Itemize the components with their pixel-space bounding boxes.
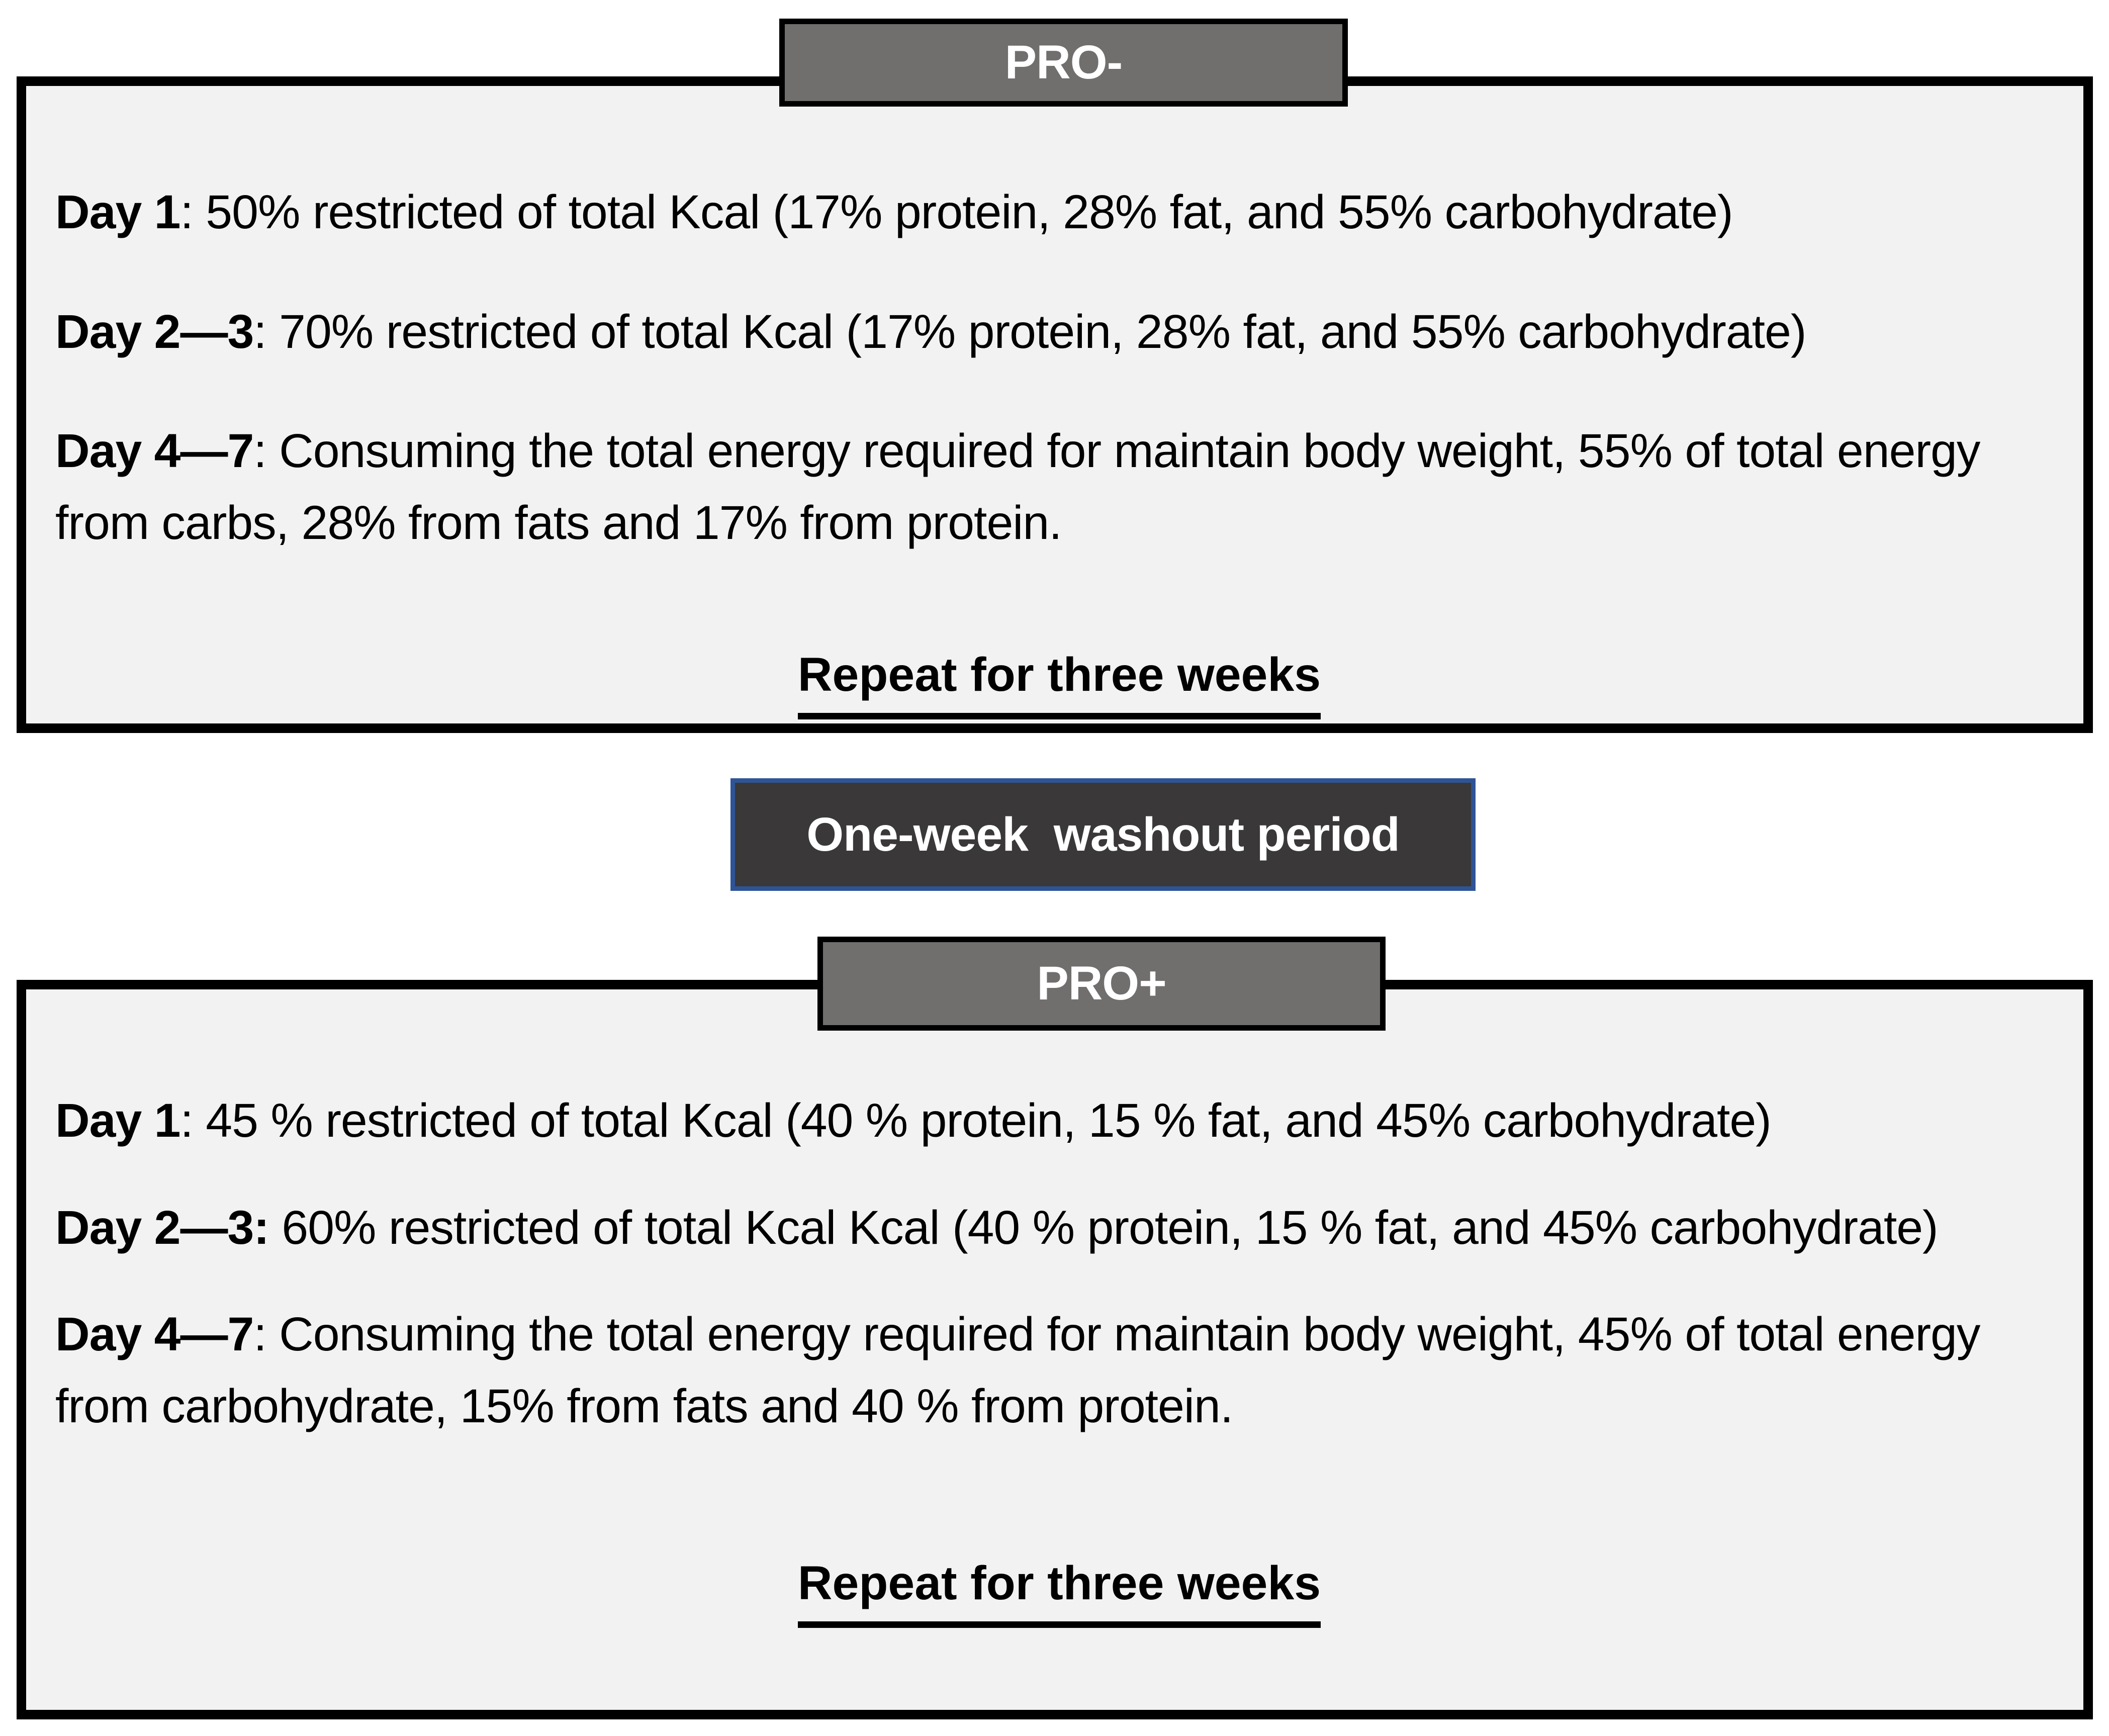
day-description: : 70% restricted of total Kcal (17% prot… [253, 305, 1806, 358]
day-range-label: Day 1 [55, 1094, 181, 1147]
pro-minus-day2-3-line: Day 2—3: 70% restricted of total Kcal (1… [55, 296, 2063, 368]
pro-plus-header-label: PRO+ [1037, 957, 1166, 1010]
pro-plus-panel: Day 1: 45 % restricted of total Kcal (40… [17, 980, 2093, 1719]
day-description: : Consuming the total energy required fo… [55, 424, 1980, 550]
pro-plus-day2-3-line: Day 2—3: 60% restricted of total Kcal Kc… [55, 1192, 2063, 1264]
day-range-label: Day 2—3: [55, 1201, 269, 1254]
day-range-label: Day 4—7 [55, 424, 254, 478]
pro-plus-day1-line: Day 1: 45 % restricted of total Kcal (40… [55, 1085, 2063, 1157]
pro-minus-day4-7-line: Day 4—7: Consuming the total energy requ… [55, 415, 2063, 559]
pro-plus-day4-7-line: Day 4—7: Consuming the total energy requ… [55, 1299, 2063, 1442]
pro-minus-panel: Day 1: 50% restricted of total Kcal (17%… [17, 76, 2093, 733]
washout-period-label: One-week washout period [806, 807, 1400, 861]
day-description: : 50% restricted of total Kcal (17% prot… [180, 186, 1733, 239]
day-description: : 45 % restricted of total Kcal (40 % pr… [180, 1094, 1772, 1147]
pro-plus-repeat-note: Repeat for three weeks [55, 1547, 2063, 1628]
pro-minus-day1-line: Day 1: 50% restricted of total Kcal (17%… [55, 176, 2063, 248]
day-range-label: Day 4—7 [55, 1308, 254, 1361]
day-description: 60% restricted of total Kcal Kcal (40 % … [268, 1201, 1938, 1254]
pro-minus-header-tab: PRO- [779, 19, 1348, 107]
day-range-label: Day 2—3 [55, 305, 254, 358]
pro-minus-header-label: PRO- [1004, 36, 1123, 89]
pro-minus-repeat-note: Repeat for three weeks [55, 639, 2063, 719]
day-range-label: Day 1 [55, 186, 181, 239]
pro-plus-header-tab: PRO+ [817, 937, 1386, 1031]
day-description: : Consuming the total energy required fo… [55, 1308, 1980, 1433]
washout-period-box: One-week washout period [730, 778, 1476, 891]
